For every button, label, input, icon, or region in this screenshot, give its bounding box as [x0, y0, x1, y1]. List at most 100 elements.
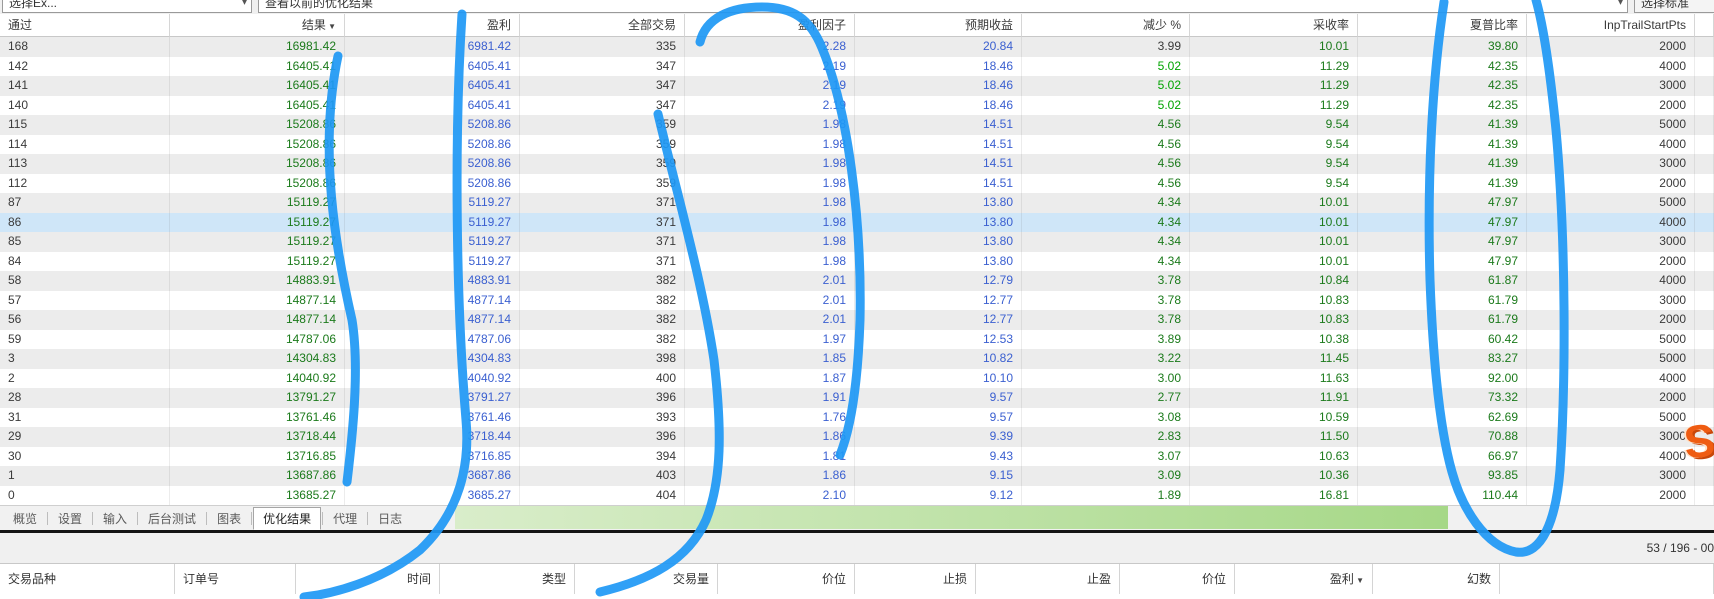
result-row-86[interactable]: 86 15119.27 5119.27 371 1.98 13.80 4.34 10.01 47…: [0, 212, 1714, 232]
cell: [1695, 349, 1714, 369]
cell: 15119.27: [170, 212, 345, 232]
column-header-9[interactable]: 夏普比率: [1358, 14, 1527, 37]
result-row-115[interactable]: 115 15208.86 5208.86 359 1.98 14.51 4.56 9.54 41…: [0, 115, 1714, 135]
result-row-29[interactable]: 29 13718.44 3718.44 396 1.86 9.39 2.83 11.50 70.…: [0, 427, 1714, 447]
view-previous-results-dropdown[interactable]: 查看以前的优化结果 ▾: [258, 0, 1628, 13]
cell: 13687.86: [170, 466, 345, 486]
result-row-142[interactable]: 142 16405.41 6405.41 347 2.19 18.46 5.02 11.29 4…: [0, 56, 1714, 76]
cell: 11.29: [1190, 56, 1358, 76]
cell: [1695, 56, 1714, 76]
tab-后台测试[interactable]: 后台测试: [148, 511, 197, 526]
tab-设置[interactable]: 设置: [58, 511, 83, 526]
tab-代理[interactable]: 代理: [333, 511, 358, 526]
cell: 9.54: [1190, 154, 1358, 174]
cell: 18.46: [855, 76, 1022, 96]
deals-column-header-10[interactable]: 盈利 ▼: [1235, 564, 1373, 594]
cell: 1.98: [685, 154, 855, 174]
cell: 5119.27: [345, 193, 520, 213]
cell: 70.88: [1358, 427, 1527, 447]
result-row-87[interactable]: 87 15119.27 5119.27 371 1.98 13.80 4.34 10.01 47…: [0, 193, 1714, 213]
cell: 3.99: [1022, 37, 1190, 57]
column-header-7[interactable]: 减少 %: [1022, 14, 1190, 37]
cell: 11.50: [1190, 427, 1358, 447]
deals-column-header-4[interactable]: 类型: [440, 564, 575, 594]
cell: 5208.86: [345, 134, 520, 154]
cell: 13791.27: [170, 388, 345, 408]
cell: 12.79: [855, 271, 1022, 291]
result-row-168[interactable]: 168 16981.42 6981.42 335 2.28 20.84 3.99 10.01 3…: [0, 37, 1714, 57]
cell: 382: [520, 310, 685, 330]
cell: 9.39: [855, 427, 1022, 447]
tab-图表[interactable]: 图表: [217, 511, 242, 526]
cell: 371: [520, 193, 685, 213]
result-row-30[interactable]: 30 13716.85 3716.85 394 1.81 9.43 3.07 10.63 66.…: [0, 446, 1714, 466]
result-row-114[interactable]: 114 15208.86 5208.86 359 1.98 14.51 4.56 9.54 41…: [0, 134, 1714, 154]
cell: 5000: [1527, 407, 1695, 427]
tab-优化结果[interactable]: 优化结果: [253, 506, 322, 530]
cell: 73.32: [1358, 388, 1527, 408]
result-row-59[interactable]: 59 14787.06 4787.06 382 1.97 12.53 3.89 10.38 60…: [0, 329, 1714, 349]
cell: 4000: [1527, 271, 1695, 291]
cell: 9.57: [855, 388, 1022, 408]
cell: 9.54: [1190, 115, 1358, 135]
tab-输入[interactable]: 输入: [103, 511, 128, 526]
result-row-112[interactable]: 112 15208.86 5208.86 359 1.98 14.51 4.56 9.54 41…: [0, 173, 1714, 193]
deals-column-header-5[interactable]: 交易量: [575, 564, 718, 594]
deals-column-header-9[interactable]: 价位: [1120, 564, 1235, 594]
cell: 92.00: [1358, 368, 1527, 388]
cell: 393: [520, 407, 685, 427]
cell: 3000: [1527, 232, 1695, 252]
cell: 4.34: [1022, 232, 1190, 252]
column-header-10[interactable]: InpTrailStartPts: [1527, 14, 1695, 37]
tab-概览[interactable]: 概览: [13, 511, 38, 526]
cell: 47.97: [1358, 193, 1527, 213]
cell: 5119.27: [345, 232, 520, 252]
ea-selector-dropdown[interactable]: 选择Ex... ▾: [2, 0, 252, 13]
result-row-141[interactable]: 141 16405.41 6405.41 347 2.19 18.46 5.02 11.29 4…: [0, 76, 1714, 96]
column-header-4[interactable]: 全部交易: [520, 14, 685, 37]
column-header-1[interactable]: 通过: [0, 14, 170, 37]
result-row-28[interactable]: 28 13791.27 3791.27 396 1.91 9.57 2.77 11.91 73.…: [0, 388, 1714, 408]
column-header-5[interactable]: 盈利因子: [685, 14, 855, 37]
deals-column-header-3[interactable]: 时间: [296, 564, 440, 594]
column-header-2[interactable]: 结果 ▼: [170, 14, 345, 37]
cell: 11.91: [1190, 388, 1358, 408]
column-header-6[interactable]: 预期收益: [855, 14, 1022, 37]
column-header-3[interactable]: 盈利: [345, 14, 520, 37]
result-row-58[interactable]: 58 14883.91 4883.91 382 2.01 12.79 3.78 10.84 61…: [0, 271, 1714, 291]
tab-日志[interactable]: 日志: [378, 511, 403, 526]
result-row-1[interactable]: 1 13687.86 3687.86 403 1.86 9.15 3.09 10.36 93.8…: [0, 466, 1714, 486]
criterion-selector-button[interactable]: 选择标准: [1634, 0, 1714, 13]
result-row-84[interactable]: 84 15119.27 5119.27 371 1.98 13.80 4.34 10.01 47…: [0, 251, 1714, 271]
cell: 42.35: [1358, 76, 1527, 96]
cell: 16981.42: [170, 37, 345, 57]
cell: 1.97: [685, 329, 855, 349]
cell: 2.19: [685, 95, 855, 115]
deals-column-header-8[interactable]: 止盈: [976, 564, 1120, 594]
cell: 28: [0, 388, 170, 408]
result-row-140[interactable]: 140 16405.41 6405.41 347 2.19 18.46 5.02 11.29 4…: [0, 95, 1714, 115]
result-row-0[interactable]: 0 13685.27 3685.27 404 2.10 9.12 1.89 16.81 110.…: [0, 485, 1714, 505]
result-row-31[interactable]: 31 13761.46 3761.46 393 1.76 9.57 3.08 10.59 62.…: [0, 407, 1714, 427]
cell: 5.02: [1022, 76, 1190, 96]
cell: 141: [0, 76, 170, 96]
deals-column-header-1[interactable]: 交易品种: [0, 564, 175, 594]
cell: 4000: [1527, 212, 1695, 232]
cell: 13.80: [855, 193, 1022, 213]
deals-column-header-6[interactable]: 价位: [718, 564, 855, 594]
cell: 14877.14: [170, 310, 345, 330]
cell: 1: [0, 466, 170, 486]
result-row-2[interactable]: 2 14040.92 4040.92 400 1.87 10.10 3.00 11.63 92.…: [0, 368, 1714, 388]
result-row-56[interactable]: 56 14877.14 4877.14 382 2.01 12.77 3.78 10.83 61…: [0, 310, 1714, 330]
cell: 1.91: [685, 388, 855, 408]
cell: 47.97: [1358, 232, 1527, 252]
result-row-113[interactable]: 113 15208.86 5208.86 359 1.98 14.51 4.56 9.54 41…: [0, 154, 1714, 174]
cell: 14883.91: [170, 271, 345, 291]
result-row-85[interactable]: 85 15119.27 5119.27 371 1.98 13.80 4.34 10.01 47…: [0, 232, 1714, 252]
deals-column-header-2[interactable]: 订单号: [175, 564, 296, 594]
result-row-3[interactable]: 3 14304.83 4304.83 398 1.85 10.82 3.22 11.45 83.…: [0, 349, 1714, 369]
deals-column-header-7[interactable]: 止损: [855, 564, 976, 594]
result-row-57[interactable]: 57 14877.14 4877.14 382 2.01 12.77 3.78 10.83 61…: [0, 290, 1714, 310]
deals-column-header-11[interactable]: 幻数: [1373, 564, 1500, 594]
column-header-8[interactable]: 采收率: [1190, 14, 1358, 37]
